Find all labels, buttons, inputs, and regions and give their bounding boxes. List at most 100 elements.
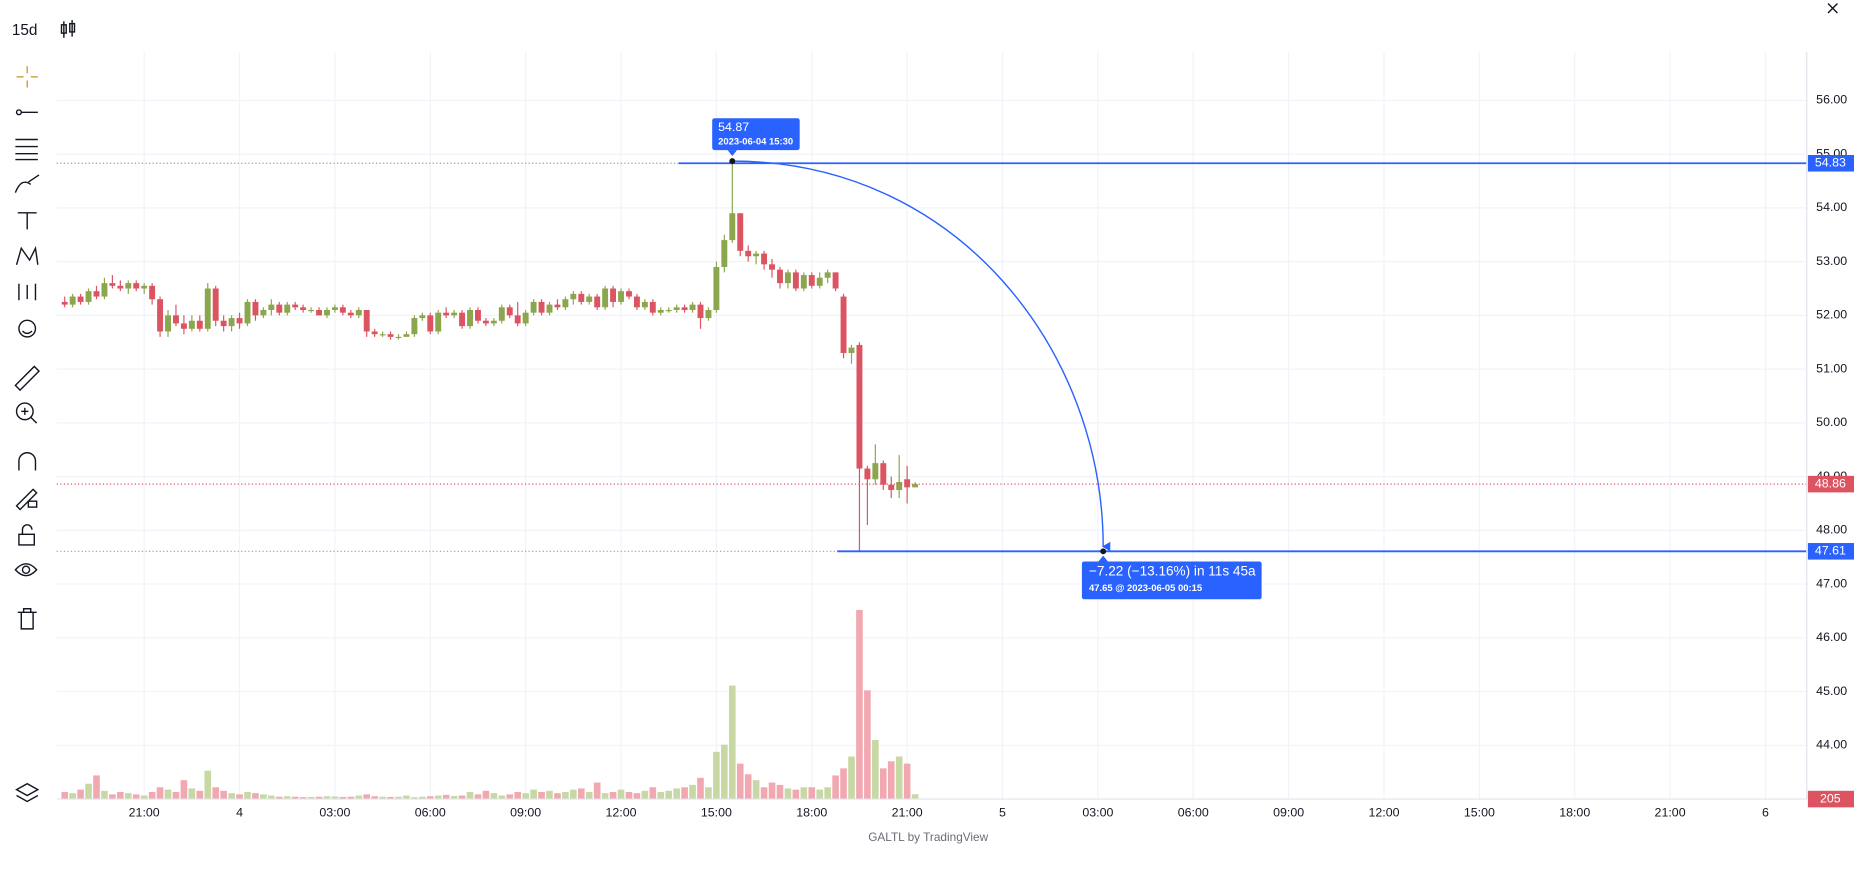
prediction-tool[interactable] <box>18 283 37 301</box>
volume-bar <box>832 775 839 800</box>
candle-body <box>498 307 505 321</box>
x-tick-label: 18:00 <box>1559 806 1590 820</box>
volume-bar <box>85 783 92 800</box>
x-tick-label: 15:00 <box>701 806 732 820</box>
candle-body <box>792 272 799 289</box>
volume-bar <box>490 793 498 800</box>
volume-bar <box>140 795 148 800</box>
candle-body <box>403 334 410 337</box>
volume-bar <box>800 787 808 800</box>
candle-body <box>530 301 537 313</box>
candle-body <box>125 283 132 289</box>
candle-body <box>665 309 672 312</box>
measure-box <box>1081 561 1262 600</box>
candle-body <box>61 301 68 305</box>
volume-bar <box>665 790 673 800</box>
x-tick-label: 21:00 <box>892 806 923 820</box>
candle-body <box>308 309 315 312</box>
volume-bar <box>506 794 514 800</box>
candle-body <box>117 285 124 289</box>
volume-bar <box>212 787 220 800</box>
close-button[interactable] <box>1827 3 1838 14</box>
candle-body <box>912 484 919 488</box>
trendline-tool[interactable] <box>15 109 38 116</box>
volume-bar <box>474 794 482 800</box>
tooltip-box <box>712 118 800 151</box>
candle-body <box>594 296 601 308</box>
x-tick-label: 06:00 <box>415 806 446 820</box>
volume-bar <box>625 791 633 800</box>
candle-body <box>228 318 235 327</box>
candle-body <box>316 309 322 316</box>
candle-body <box>300 307 307 310</box>
fib-tool[interactable] <box>15 138 38 161</box>
volume-bar <box>824 787 831 800</box>
volume-bar <box>331 796 339 800</box>
volume-bar <box>442 794 450 800</box>
emoji-tool[interactable] <box>18 319 37 338</box>
candle-body <box>753 253 760 257</box>
volume-bar <box>252 793 259 800</box>
volume-bar <box>562 791 569 800</box>
candle-body <box>363 309 370 332</box>
chart-type-button[interactable] <box>60 20 76 38</box>
pattern-tool[interactable] <box>15 245 39 265</box>
crosshair-tool[interactable] <box>16 66 38 88</box>
lock-tool[interactable] <box>18 524 35 546</box>
measure-end <box>1100 548 1107 555</box>
y-tick-label: 48.00 <box>1816 523 1847 537</box>
candle-body <box>69 296 76 305</box>
volume-bar <box>760 787 768 800</box>
axes: 21:00 4 03:00 06:00 09:00 12:00 15:00 18:00 21:0… <box>56 52 1854 820</box>
candle-body <box>93 291 100 297</box>
volume-bar <box>872 739 879 800</box>
candle-body <box>276 304 283 313</box>
candle-body <box>482 320 489 324</box>
measure-pointer <box>1098 555 1108 562</box>
volume-bar <box>132 794 140 800</box>
lock-drawing-tool[interactable] <box>15 488 38 511</box>
candle-body <box>745 250 752 257</box>
volume-bar <box>355 795 363 800</box>
ruler-tool[interactable] <box>14 365 41 392</box>
candle-body <box>475 309 481 321</box>
interval-button[interactable]: 15d <box>12 22 38 39</box>
candle-body <box>554 304 561 308</box>
candle-body <box>292 304 299 308</box>
candle-body <box>522 312 529 324</box>
volume-bar <box>347 796 355 800</box>
zoom-tool[interactable] <box>15 402 38 424</box>
volume-bar <box>371 796 378 800</box>
volume-bar <box>339 796 347 800</box>
tooltip-pointer <box>727 150 738 157</box>
tooltip-anchor <box>729 158 736 165</box>
volume-bar <box>856 609 863 800</box>
candle-body <box>324 309 330 316</box>
candle-body <box>649 301 656 313</box>
volume-bar <box>77 789 84 800</box>
x-tick-label: 6 <box>1762 806 1769 820</box>
volume-bar <box>268 795 275 800</box>
volume-bar <box>816 789 824 800</box>
layers-tool[interactable] <box>15 782 40 803</box>
magnet-tool[interactable] <box>18 452 37 471</box>
volume-bar <box>307 796 315 800</box>
volume-bar <box>315 796 323 800</box>
candle-body <box>705 309 712 319</box>
brush-tool[interactable] <box>14 174 40 193</box>
candle-body <box>77 296 84 302</box>
delete-tool[interactable] <box>17 608 37 630</box>
candle-body <box>904 479 911 488</box>
text-tool[interactable] <box>17 212 37 230</box>
candle-body <box>777 269 783 284</box>
candle-body <box>657 309 664 313</box>
volume-bar <box>633 793 641 800</box>
volume-bar <box>124 793 132 800</box>
volume-bar <box>180 780 188 800</box>
candle-body <box>697 304 704 319</box>
volume-bar <box>641 790 649 800</box>
volume-bar <box>228 793 235 800</box>
candle-body <box>602 288 609 308</box>
visibility-tool[interactable] <box>14 563 38 577</box>
